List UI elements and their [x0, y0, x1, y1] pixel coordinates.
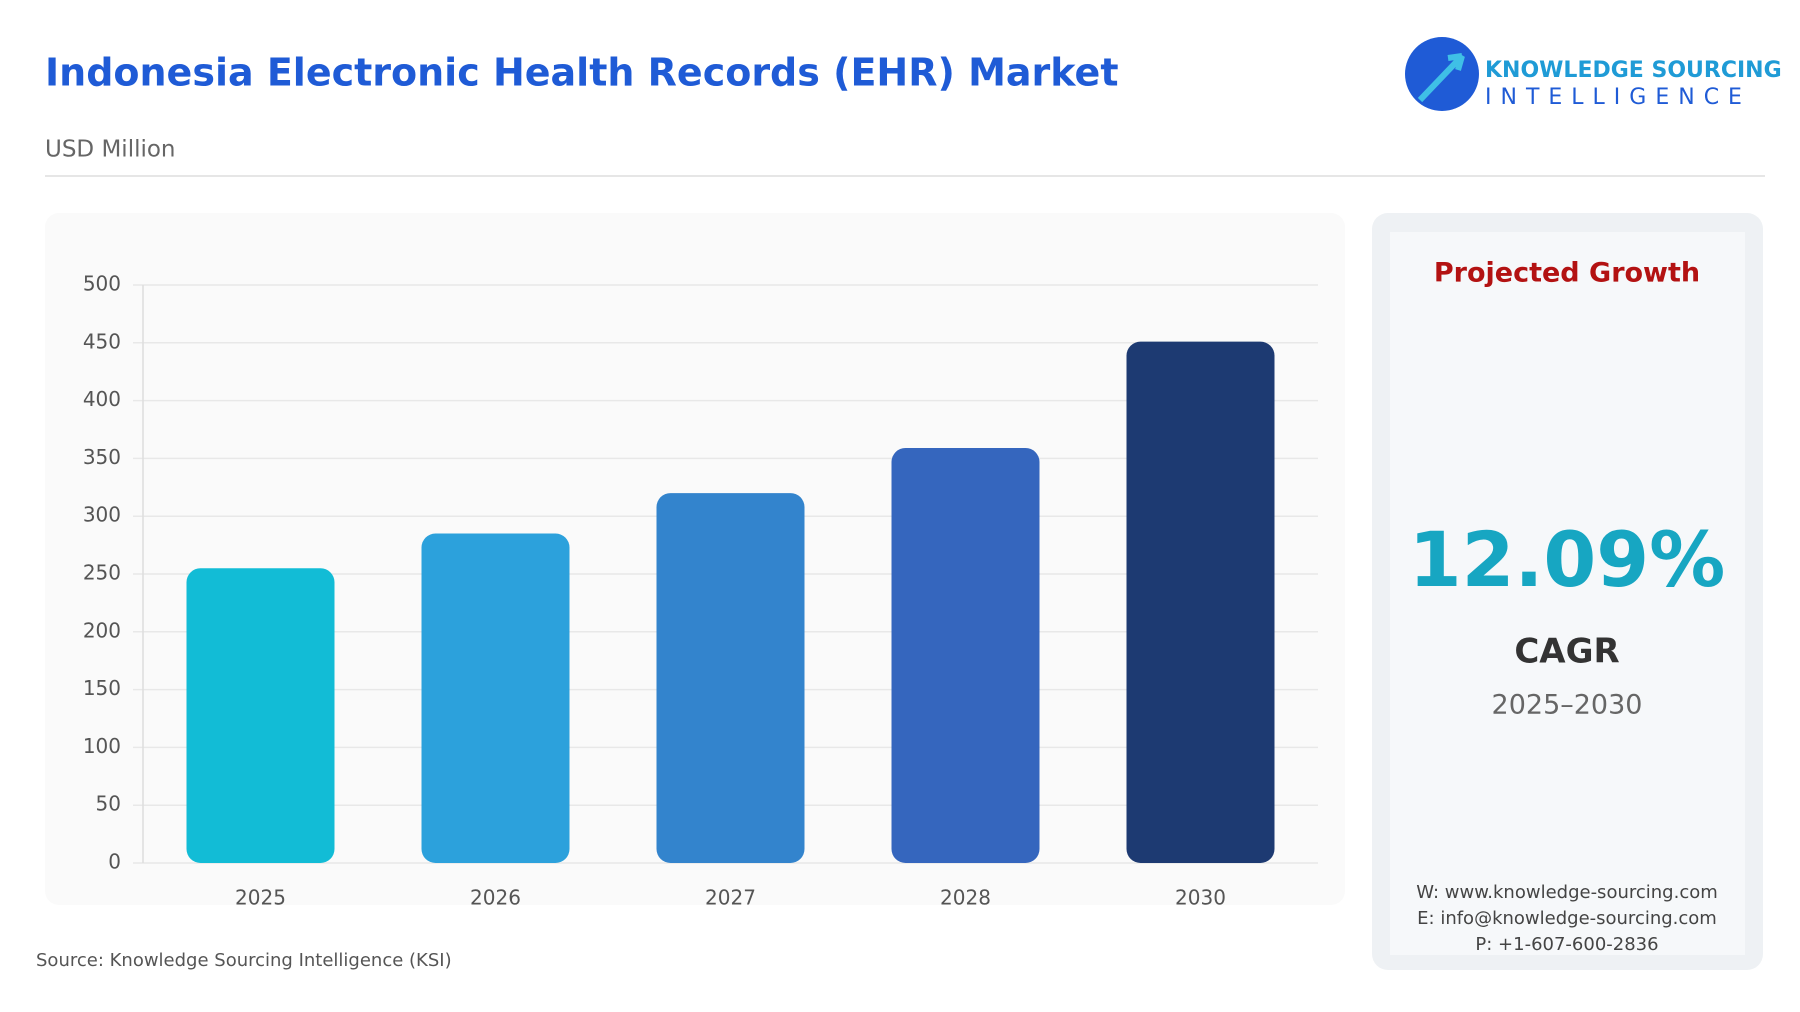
- bar: [656, 493, 805, 863]
- bar: [421, 533, 570, 863]
- y-tick-label: 400: [83, 387, 121, 411]
- y-tick-label: 0: [108, 850, 121, 874]
- y-tick-label: 300: [83, 503, 121, 527]
- bar: [186, 568, 335, 863]
- x-tick-label: 2025: [235, 886, 286, 910]
- logo-text: KNOWLEDGE SOURCING: [1485, 58, 1782, 83]
- source: Source: Knowledge Sourcing Intelligence …: [36, 950, 452, 971]
- x-tick-label: 2030: [1175, 886, 1226, 910]
- bar: [1126, 341, 1275, 863]
- contact-website: W: www.knowledge-sourcing.com: [1416, 882, 1718, 903]
- logo: KNOWLEDGE SOURCING INTELLIGENCE: [1405, 37, 1782, 111]
- y-tick-label: 250: [83, 561, 121, 585]
- cagr-label: CAGR: [1514, 632, 1619, 672]
- x-tick-label: 2026: [470, 886, 521, 910]
- cagr-value: 12.09%: [1409, 515, 1726, 604]
- y-tick-label: 450: [83, 329, 121, 353]
- logo-arrow: [1417, 53, 1465, 103]
- plot: 0 50 100 150 200 250 300 350 400 450 500 2025 2026 20…: [83, 272, 1318, 910]
- y-tick-label: 200: [83, 618, 121, 642]
- subtitle: USD Million: [45, 137, 176, 163]
- growth-card-inner: [1390, 232, 1745, 955]
- y-tick-label: 500: [83, 272, 121, 296]
- contact-phone: P: +1-607-600-2836: [1475, 934, 1658, 955]
- y-tick-label: 100: [83, 734, 121, 758]
- cagr-period: 2025–2030: [1492, 690, 1643, 721]
- x-tick-label: 2028: [940, 886, 991, 910]
- y-tick-label: 50: [96, 792, 121, 816]
- y-tick-label: 150: [83, 676, 121, 700]
- contact-email: E: info@knowledge-sourcing.com: [1417, 908, 1717, 929]
- x-tick-label: 2027: [705, 886, 756, 910]
- y-tick-label: 350: [83, 445, 121, 469]
- bar: [891, 447, 1040, 863]
- growth-heading: Projected Growth: [1434, 258, 1700, 289]
- logo-text: INTELLIGENCE: [1485, 85, 1751, 110]
- title: Indonesia Electronic Health Records (EHR…: [45, 51, 1118, 95]
